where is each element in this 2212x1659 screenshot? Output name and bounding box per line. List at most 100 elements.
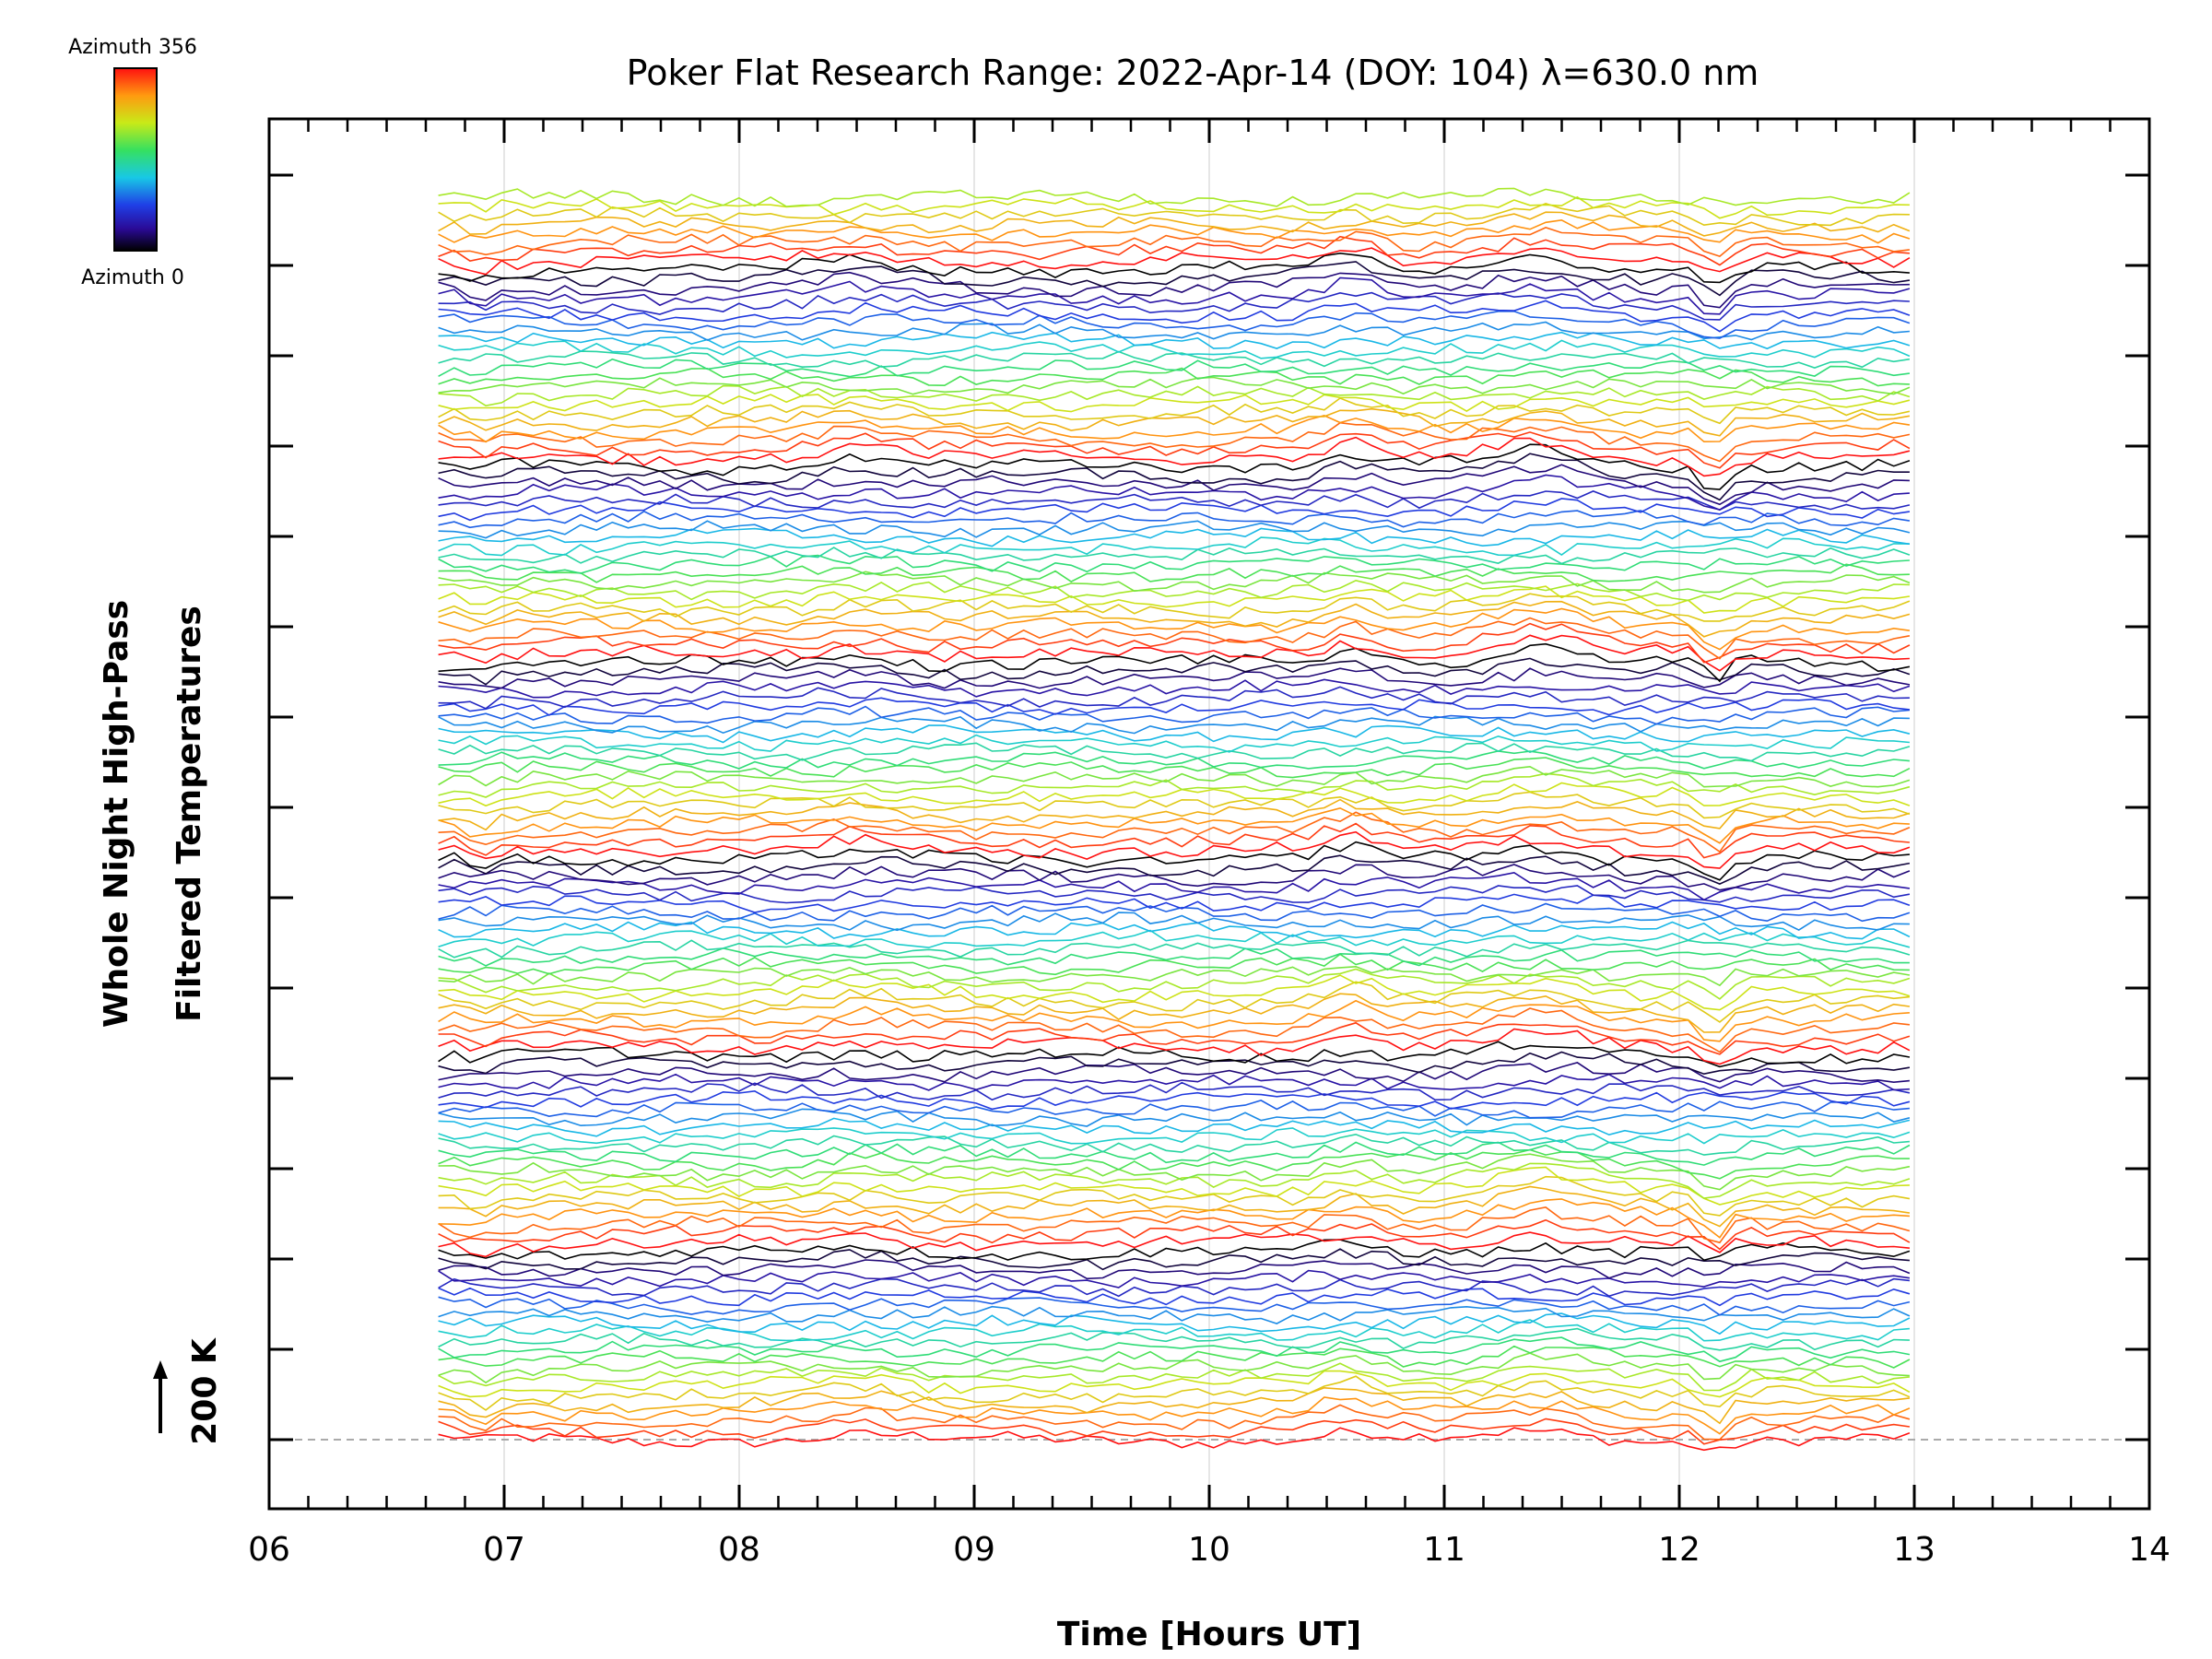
series-line bbox=[438, 1041, 1911, 1068]
series-line bbox=[438, 1277, 1910, 1298]
series-line bbox=[438, 965, 1911, 987]
series-line bbox=[438, 431, 1911, 469]
series-line bbox=[438, 443, 1911, 490]
series-line bbox=[438, 585, 1911, 614]
series-line bbox=[438, 999, 1910, 1042]
series-line bbox=[438, 202, 1910, 227]
series-line bbox=[438, 1239, 1911, 1262]
x-tick-label: 06 bbox=[248, 1531, 290, 1569]
series-line bbox=[438, 1198, 1910, 1239]
series-line bbox=[438, 211, 1911, 237]
series-line bbox=[438, 686, 1910, 710]
series-line bbox=[438, 830, 1911, 869]
series-line bbox=[438, 750, 1910, 770]
series-line bbox=[438, 218, 1911, 244]
series-line bbox=[438, 622, 1911, 664]
x-tick-labels: 06 07 08 09 10 11 12 13 14 bbox=[248, 1531, 2171, 1569]
series-line bbox=[438, 968, 1911, 1000]
series-line bbox=[438, 742, 1911, 762]
series-line bbox=[438, 705, 1910, 725]
series-line bbox=[438, 1100, 1910, 1119]
series-line bbox=[438, 247, 1911, 276]
series-line bbox=[438, 607, 1911, 651]
colorbar-top-label: Azimuth 356 bbox=[68, 36, 197, 59]
series-line bbox=[438, 1269, 1911, 1288]
series-line bbox=[438, 1141, 1911, 1166]
series-line bbox=[438, 798, 1911, 831]
series-line bbox=[438, 1162, 1911, 1199]
series-line bbox=[438, 276, 1911, 315]
series-line bbox=[438, 1073, 1910, 1091]
series-line bbox=[438, 841, 1910, 881]
series-line bbox=[438, 321, 1910, 341]
series-line bbox=[438, 1362, 1910, 1392]
x-tick-label: 08 bbox=[718, 1531, 760, 1569]
series-line bbox=[438, 1148, 1910, 1180]
series-line bbox=[438, 929, 1911, 948]
series-line bbox=[438, 634, 1910, 672]
series-line bbox=[438, 547, 1911, 565]
series-line bbox=[438, 415, 1911, 443]
series-line bbox=[438, 376, 1911, 395]
series-line bbox=[438, 527, 1911, 547]
series-line bbox=[438, 510, 1911, 529]
series-line bbox=[438, 571, 1911, 594]
series-line bbox=[438, 1175, 1911, 1217]
x-tick-label: 14 bbox=[2128, 1531, 2171, 1569]
series-line bbox=[438, 871, 1911, 901]
series-line bbox=[438, 1319, 1910, 1342]
series-line bbox=[438, 1386, 1910, 1425]
series-line bbox=[438, 1062, 1910, 1084]
scale-marker-arrowhead bbox=[153, 1360, 168, 1379]
series-line bbox=[438, 1185, 1911, 1228]
series-line bbox=[438, 1305, 1911, 1324]
series-line bbox=[438, 765, 1911, 788]
series-line bbox=[438, 678, 1911, 699]
series-line bbox=[438, 822, 1910, 859]
series-line bbox=[438, 593, 1911, 622]
series-line bbox=[438, 1153, 1911, 1191]
series-line bbox=[438, 1259, 1911, 1280]
series-line bbox=[438, 864, 1911, 891]
series-line bbox=[438, 339, 1911, 359]
scale-marker-label: 200 K bbox=[186, 1337, 224, 1445]
series-line bbox=[438, 579, 1910, 602]
series-line bbox=[438, 974, 1911, 1011]
series-line bbox=[438, 490, 1911, 512]
series-line bbox=[438, 791, 1911, 819]
series-line bbox=[438, 1117, 1911, 1137]
series-line bbox=[438, 724, 1911, 744]
series-line bbox=[438, 657, 1911, 686]
series-line bbox=[438, 1287, 1911, 1307]
series-line bbox=[438, 536, 1910, 557]
series-line bbox=[438, 554, 1910, 574]
x-tick-label: 09 bbox=[953, 1531, 995, 1569]
series-line bbox=[438, 953, 1910, 976]
colorbar-bottom-label: Azimuth 0 bbox=[81, 266, 184, 289]
series-line bbox=[438, 1418, 1911, 1445]
series-line bbox=[438, 902, 1911, 923]
series-line bbox=[438, 1296, 1911, 1316]
series-line bbox=[438, 453, 1910, 501]
series-line bbox=[438, 397, 1911, 425]
series-line bbox=[438, 1375, 1911, 1411]
series-line bbox=[438, 498, 1911, 522]
series-line bbox=[438, 474, 1910, 511]
series-line bbox=[438, 1166, 1910, 1206]
series-line bbox=[438, 1396, 1911, 1435]
series-line bbox=[438, 947, 1910, 967]
series-line bbox=[438, 195, 1910, 219]
series-line bbox=[438, 1345, 1911, 1369]
series-line bbox=[438, 1312, 1911, 1335]
series-line bbox=[438, 715, 1910, 735]
series-line bbox=[438, 981, 1910, 1023]
series-line bbox=[438, 394, 1911, 413]
series-line bbox=[438, 757, 1911, 779]
series-line bbox=[438, 520, 1911, 539]
series-line bbox=[438, 667, 1911, 689]
series-line bbox=[438, 1404, 1911, 1441]
series-line bbox=[438, 563, 1910, 583]
series-line bbox=[438, 1370, 1911, 1398]
series-line bbox=[438, 1051, 1911, 1076]
